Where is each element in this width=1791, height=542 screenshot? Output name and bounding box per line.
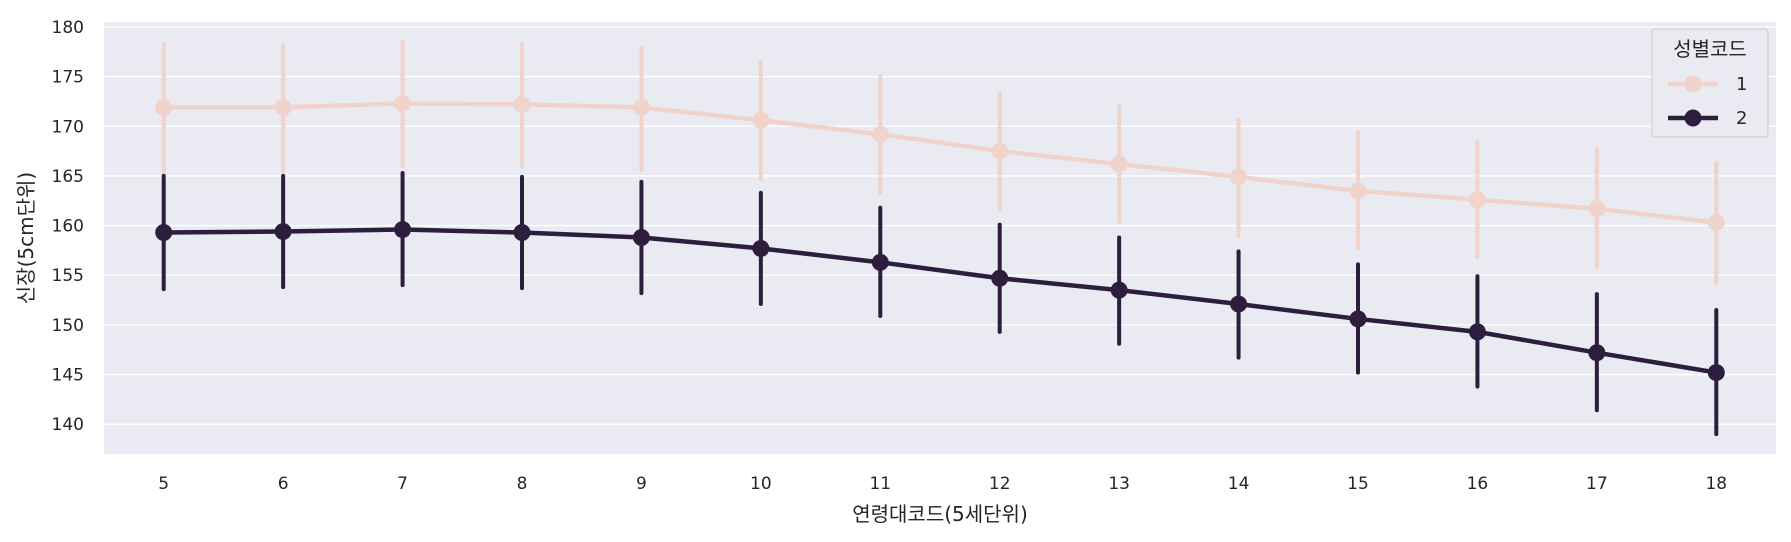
x-tick-label: 7	[397, 474, 408, 494]
y-tick-label: 165	[52, 167, 84, 187]
data-point	[1110, 281, 1128, 299]
y-tick-labels: 140 145 150 155 160 165 170 175 180	[52, 18, 84, 435]
legend-marker	[1684, 109, 1702, 127]
data-point	[1707, 214, 1725, 232]
legend-marker	[1684, 75, 1702, 93]
data-point	[1230, 295, 1248, 313]
data-point	[991, 142, 1009, 160]
y-axis-label: 신장(5cm단위)	[14, 172, 38, 304]
y-tick-label: 175	[52, 68, 84, 88]
data-point	[1349, 182, 1367, 200]
series-line	[163, 101, 1717, 225]
data-point	[752, 111, 770, 129]
data-point	[632, 98, 650, 116]
x-tick-label: 12	[989, 474, 1011, 494]
x-tick-label: 6	[278, 474, 289, 494]
series-1	[155, 39, 1725, 286]
x-tick-label: 15	[1347, 474, 1369, 494]
legend-label: 2	[1736, 108, 1747, 129]
data-point	[1349, 310, 1367, 328]
plot-background	[104, 22, 1776, 454]
data-point	[274, 98, 292, 116]
data-point	[394, 94, 412, 112]
y-tick-label: 180	[52, 18, 84, 38]
x-tick-label: 14	[1228, 474, 1250, 494]
x-tick-labels: 5 6 7 8 9 10 11 12 13 14 15 16 17 18	[158, 474, 1727, 494]
x-tick-label: 13	[1108, 474, 1130, 494]
data-point	[394, 221, 412, 239]
data-point	[155, 98, 173, 116]
legend-title: 성별코드	[1673, 37, 1747, 61]
data-point	[752, 239, 770, 257]
x-tick-label: 8	[517, 474, 528, 494]
x-tick-label: 17	[1586, 474, 1608, 494]
data-point	[274, 223, 292, 241]
series-2	[155, 170, 1725, 437]
x-tick-label: 10	[750, 474, 772, 494]
x-axis-label: 연령대코드(5세단위)	[852, 502, 1028, 526]
data-point	[1588, 200, 1606, 218]
y-tick-label: 150	[52, 316, 84, 336]
x-tick-label: 18	[1705, 474, 1727, 494]
data-point	[513, 224, 531, 242]
y-tick-label: 160	[52, 217, 84, 237]
data-point	[1110, 155, 1128, 173]
data-point	[1230, 168, 1248, 186]
y-tick-label: 155	[52, 266, 84, 286]
gridlines	[104, 26, 1776, 425]
x-tick-label: 9	[636, 474, 647, 494]
series-line	[163, 227, 1717, 375]
data-point	[513, 95, 531, 113]
y-tick-label: 140	[52, 415, 84, 435]
y-tick-label: 170	[52, 117, 84, 137]
data-point	[1468, 323, 1486, 341]
x-tick-label: 16	[1467, 474, 1489, 494]
data-point	[632, 229, 650, 247]
data-point	[871, 125, 889, 143]
data-point	[1707, 364, 1725, 382]
data-point	[1468, 191, 1486, 209]
data-point	[991, 269, 1009, 287]
series-layer	[155, 39, 1725, 437]
y-tick-label: 145	[52, 366, 84, 386]
legend-label: 1	[1736, 74, 1747, 95]
x-tick-label: 5	[158, 474, 169, 494]
legend-item-2: 2	[1668, 108, 1747, 129]
data-point	[871, 253, 889, 271]
data-point	[1588, 344, 1606, 362]
legend: 성별코드 12	[1651, 28, 1769, 138]
legend-item-1: 1	[1668, 74, 1747, 95]
legend-items: 12	[1668, 74, 1747, 129]
x-tick-label: 11	[869, 474, 891, 494]
data-point	[155, 224, 173, 242]
